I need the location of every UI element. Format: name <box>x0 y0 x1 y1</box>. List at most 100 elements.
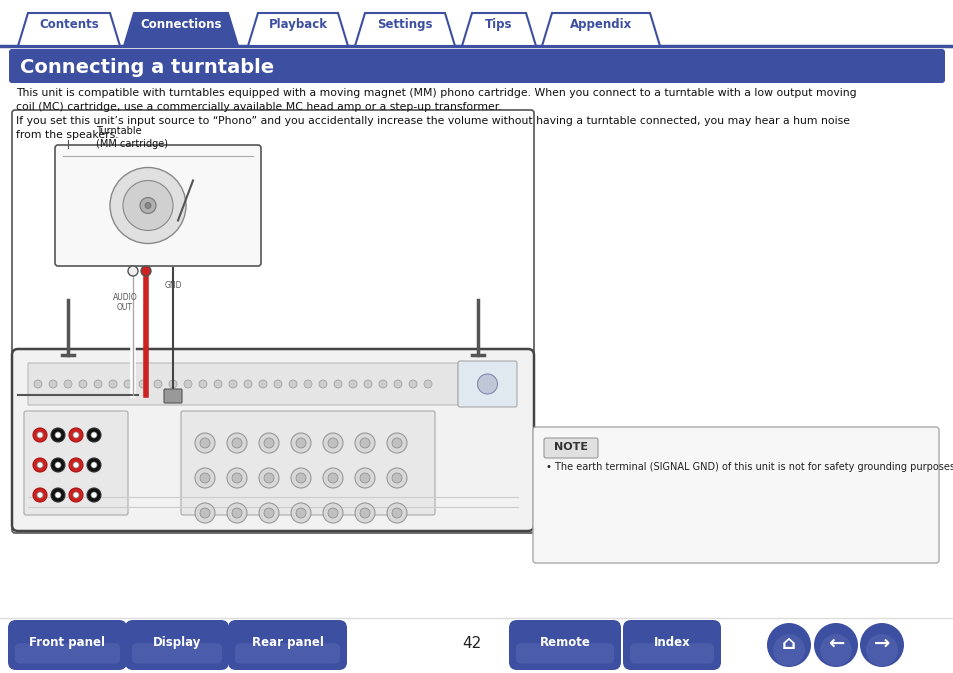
Circle shape <box>34 380 42 388</box>
Circle shape <box>169 380 177 388</box>
Circle shape <box>244 380 252 388</box>
FancyBboxPatch shape <box>164 389 182 403</box>
Circle shape <box>264 473 274 483</box>
Text: Connections: Connections <box>140 18 221 31</box>
Text: NOTE: NOTE <box>554 442 587 452</box>
Circle shape <box>87 458 101 472</box>
Circle shape <box>323 503 343 523</box>
Circle shape <box>79 380 87 388</box>
Circle shape <box>291 468 311 488</box>
FancyBboxPatch shape <box>8 620 127 670</box>
Circle shape <box>328 508 337 518</box>
Circle shape <box>258 468 278 488</box>
Circle shape <box>387 468 407 488</box>
Circle shape <box>87 428 101 442</box>
Circle shape <box>349 380 356 388</box>
Circle shape <box>258 380 267 388</box>
Circle shape <box>227 503 247 523</box>
Circle shape <box>813 623 857 667</box>
Circle shape <box>772 634 804 666</box>
Circle shape <box>295 438 306 448</box>
Circle shape <box>334 380 341 388</box>
Circle shape <box>328 473 337 483</box>
FancyBboxPatch shape <box>234 643 339 664</box>
Circle shape <box>55 432 61 438</box>
Circle shape <box>51 488 65 502</box>
FancyBboxPatch shape <box>543 438 598 458</box>
Circle shape <box>304 380 312 388</box>
Circle shape <box>229 380 236 388</box>
Circle shape <box>423 380 432 388</box>
Circle shape <box>33 428 47 442</box>
Circle shape <box>394 380 401 388</box>
Circle shape <box>355 433 375 453</box>
Circle shape <box>359 473 370 483</box>
Text: Remote: Remote <box>539 636 590 649</box>
Circle shape <box>200 473 210 483</box>
Circle shape <box>199 380 207 388</box>
Circle shape <box>55 492 61 498</box>
Circle shape <box>33 488 47 502</box>
FancyBboxPatch shape <box>228 620 347 670</box>
Circle shape <box>55 462 61 468</box>
Circle shape <box>139 380 147 388</box>
Circle shape <box>194 503 214 523</box>
Polygon shape <box>124 13 237 46</box>
Circle shape <box>69 458 83 472</box>
Text: Rear panel: Rear panel <box>252 636 323 649</box>
Circle shape <box>232 508 242 518</box>
Polygon shape <box>18 13 120 46</box>
Text: ←: ← <box>827 634 843 653</box>
Circle shape <box>37 462 43 468</box>
Circle shape <box>409 380 416 388</box>
Circle shape <box>37 432 43 438</box>
Circle shape <box>318 380 327 388</box>
Circle shape <box>145 203 151 209</box>
Circle shape <box>766 623 810 667</box>
FancyBboxPatch shape <box>622 620 720 670</box>
Circle shape <box>91 462 97 468</box>
Circle shape <box>49 380 57 388</box>
Circle shape <box>110 168 186 244</box>
Text: This unit is compatible with turntables equipped with a moving magnet (MM) phono: This unit is compatible with turntables … <box>16 88 856 112</box>
Circle shape <box>227 468 247 488</box>
FancyBboxPatch shape <box>28 363 457 405</box>
Text: Tips: Tips <box>485 18 512 31</box>
FancyBboxPatch shape <box>457 361 517 407</box>
Text: Turntable
(MM cartridge): Turntable (MM cartridge) <box>96 126 168 149</box>
Circle shape <box>264 438 274 448</box>
Text: GND: GND <box>164 281 182 290</box>
Text: Playback: Playback <box>268 18 327 31</box>
Circle shape <box>359 508 370 518</box>
Circle shape <box>392 473 401 483</box>
Circle shape <box>387 433 407 453</box>
Circle shape <box>378 380 387 388</box>
Circle shape <box>37 492 43 498</box>
Circle shape <box>200 508 210 518</box>
Circle shape <box>355 468 375 488</box>
Text: ⌂: ⌂ <box>781 634 795 653</box>
Circle shape <box>153 380 162 388</box>
Text: • The earth terminal (SIGNAL GND) of this unit is not for safety grounding purpo: • The earth terminal (SIGNAL GND) of thi… <box>545 462 953 472</box>
Polygon shape <box>541 13 659 46</box>
FancyBboxPatch shape <box>509 620 620 670</box>
Circle shape <box>64 380 71 388</box>
FancyBboxPatch shape <box>9 49 944 83</box>
FancyBboxPatch shape <box>181 411 435 515</box>
Circle shape <box>392 438 401 448</box>
Text: 42: 42 <box>462 636 481 651</box>
Circle shape <box>227 433 247 453</box>
Circle shape <box>865 634 897 666</box>
Circle shape <box>200 438 210 448</box>
Circle shape <box>213 380 222 388</box>
Circle shape <box>91 432 97 438</box>
Circle shape <box>355 503 375 523</box>
Circle shape <box>295 508 306 518</box>
Text: Index: Index <box>653 636 690 649</box>
Circle shape <box>194 468 214 488</box>
Circle shape <box>140 197 156 213</box>
Circle shape <box>232 438 242 448</box>
Circle shape <box>69 428 83 442</box>
Text: AUDIO
OUT: AUDIO OUT <box>112 293 137 312</box>
FancyBboxPatch shape <box>516 643 614 664</box>
